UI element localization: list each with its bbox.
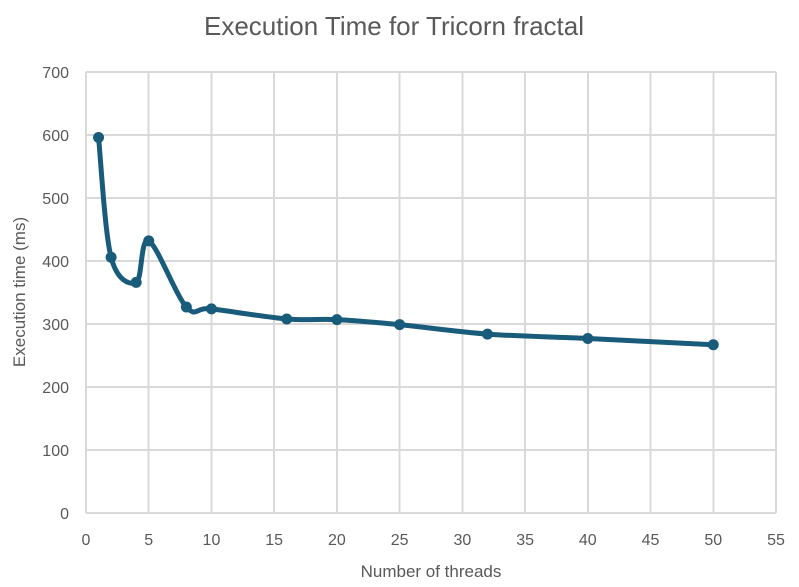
y-tick-label: 100 (42, 443, 69, 460)
data-point (93, 132, 105, 144)
y-tick-label: 500 (42, 191, 69, 208)
x-tick-label: 50 (704, 532, 722, 549)
y-tick-label: 700 (42, 65, 69, 82)
x-tick-label: 0 (82, 532, 91, 549)
x-tick-label: 30 (453, 532, 471, 549)
y-tick-label: 400 (42, 254, 69, 271)
x-tick-label: 25 (391, 532, 409, 549)
series-line (96, 135, 716, 348)
data-point (582, 332, 594, 344)
grid (85, 71, 777, 514)
y-tick-label: 300 (42, 317, 69, 334)
data-point (130, 276, 142, 288)
data-point (205, 303, 217, 315)
y-tick-label: 0 (60, 506, 69, 523)
data-point (481, 328, 493, 340)
data-points (93, 132, 719, 351)
x-tick-label: 10 (203, 532, 221, 549)
x-tick-label: 40 (579, 532, 597, 549)
data-point (394, 319, 406, 331)
y-tick-label: 600 (42, 128, 69, 145)
x-tick-label: 45 (642, 532, 660, 549)
x-tick-label: 55 (767, 532, 785, 549)
y-axis-title: Execution time (ms) (10, 217, 29, 367)
data-point (180, 301, 192, 313)
x-tick-label: 5 (144, 532, 153, 549)
data-point (281, 313, 293, 325)
x-tick-label: 15 (265, 532, 283, 549)
axis-ticks: 0 100 200 300 400 500 600 700 0 5 10 15 20 25 30 35 40 45… (42, 65, 785, 549)
data-point (143, 235, 155, 247)
data-point (105, 251, 117, 263)
x-tick-label: 35 (516, 532, 534, 549)
x-axis-title: Number of threads (361, 562, 502, 581)
y-tick-label: 200 (42, 380, 69, 397)
x-tick-label: 20 (328, 532, 346, 549)
chart-title: Execution Time for Tricorn fractal (204, 11, 584, 41)
data-point (331, 314, 343, 326)
data-point (707, 339, 719, 351)
